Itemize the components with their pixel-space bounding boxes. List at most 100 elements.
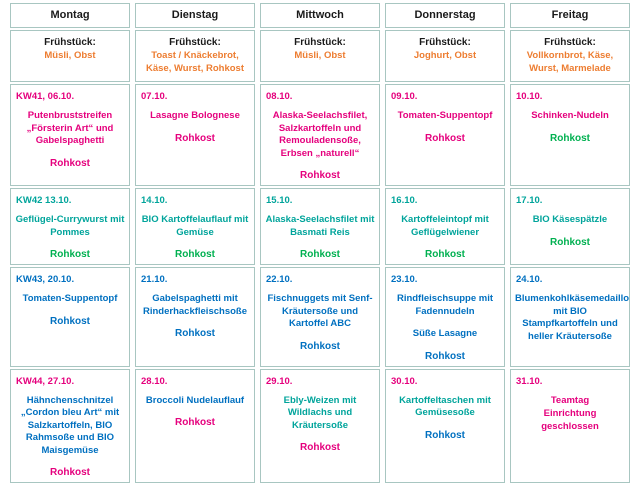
day-header-mittwoch: Mittwoch [260, 3, 380, 28]
menu-cell: 17.10. BIO Käsespätzle Rohkost [510, 188, 630, 266]
date-label: 10.10. [516, 91, 543, 102]
breakfast-items: Joghurt, Obst [413, 50, 477, 61]
menu-cell: 16.10. Kartoffeleintopf mit Geflügelwien… [385, 188, 505, 266]
meal-text: Lasagne Bolognese [150, 110, 240, 121]
date-label: 30.10. [391, 375, 418, 387]
meal-text: Hähnchenschnitzel „Cordon bleu Art“ mit … [20, 394, 120, 456]
menu-cell: KW42 13.10. Geflügel-Currywurst mit Pomm… [10, 188, 130, 266]
side-label: Rohkost [175, 249, 215, 261]
date-label: KW44, 27.10. [16, 375, 75, 387]
meal-text: Alaska-Seelachsfilet mit Basmati Reis [265, 214, 375, 238]
menu-cell: 29.10. Ebly-Weizen mit Wildlachs und Krä… [260, 368, 380, 484]
breakfast-cell: Frühstück: Müsli, Obst [10, 30, 130, 82]
side-label: Rohkost [50, 249, 90, 261]
date-label: 28.10. [141, 375, 168, 387]
meal-text: Schinken-Nudeln [531, 110, 609, 121]
day-header-freitag: Freitag [510, 3, 630, 28]
breakfast-cell: Frühstück: Müsli, Obst [260, 30, 380, 82]
menu-cell: 31.10. Teamtag Einrichtung geschlossen [510, 368, 630, 484]
breakfast-items: Vollkornbrot, Käse, Wurst, Marmelade [526, 50, 614, 74]
menu-cell: 09.10. Tomaten-Suppentopf Rohkost [385, 84, 505, 187]
side-label: Rohkost [300, 170, 340, 182]
meal-text: Kartoffeleintopf mit Geflügelwiener [401, 214, 489, 238]
menu-cell: 08.10. Alaska-Seelachsfilet, Salzkartoff… [260, 84, 380, 187]
meal-text: Fischnuggets mit Senf-Kräutersoße und Ka… [267, 293, 373, 330]
date-label: KW41, 06.10. [16, 91, 75, 102]
menu-cell: 14.10. BIO Kartoffelauflauf mit Gemüse R… [135, 188, 255, 266]
date-label: 08.10. [266, 91, 293, 102]
meal-text: Ebly-Weizen mit Wildlachs und Kräutersoß… [283, 394, 357, 431]
menu-cell: 22.10. Fischnuggets mit Senf-Kräutersoße… [260, 267, 380, 367]
meal-text: BIO Kartoffelauflauf mit Gemüse [141, 214, 249, 238]
side-label: Rohkost [50, 157, 90, 169]
breakfast-label: Frühstück: [294, 37, 346, 48]
breakfast-label: Frühstück: [544, 37, 596, 48]
side-label: Rohkost [50, 315, 90, 327]
side-label: Rohkost [300, 340, 340, 352]
date-label: 17.10. [516, 195, 543, 207]
breakfast-label: Frühstück: [44, 37, 96, 48]
date-label: 09.10. [391, 91, 418, 102]
side-label: Rohkost [425, 132, 465, 144]
breakfast-label: Frühstück: [419, 37, 471, 48]
meal-text: Putenbruststreifen „Försterin Art“ und G… [26, 110, 114, 147]
day-header-montag: Montag [10, 3, 130, 28]
menu-cell: 15.10. Alaska-Seelachsfilet mit Basmati … [260, 188, 380, 266]
day-header-row: Montag Dienstag Mittwoch Donnerstag Frei… [10, 3, 630, 28]
week-row-kw43: KW43, 20.10. Tomaten-Suppentopf Rohkost … [10, 267, 630, 367]
week-row-kw41: KW41, 06.10. Putenbruststreifen „Förster… [10, 84, 630, 187]
side-label: Rohkost [300, 249, 340, 261]
week-row-kw44: KW44, 27.10. Hähnchenschnitzel „Cordon b… [10, 368, 630, 484]
breakfast-items: Müsli, Obst [294, 50, 346, 61]
meal-text: Tomaten-Suppentopf [22, 293, 118, 305]
breakfast-items: Toast / Knäckebrot, Käse, Wurst, Rohkost [145, 50, 244, 74]
menu-cell: KW43, 20.10. Tomaten-Suppentopf Rohkost [10, 267, 130, 367]
breakfast-items: Müsli, Obst [44, 50, 96, 61]
date-label: 22.10. [266, 274, 293, 286]
side-label: Rohkost [425, 350, 465, 362]
breakfast-cell: Frühstück: Joghurt, Obst [385, 30, 505, 82]
date-label: 29.10. [266, 375, 293, 387]
date-label: 15.10. [266, 195, 293, 207]
menu-cell: 10.10. Schinken-Nudeln Rohkost [510, 84, 630, 187]
menu-cell: 30.10. Kartoffeltaschen mit Gemüsesoße R… [385, 368, 505, 484]
day-header-donnerstag: Donnerstag [385, 3, 505, 28]
week-row-kw42: KW42 13.10. Geflügel-Currywurst mit Pomm… [10, 188, 630, 266]
date-label: 14.10. [141, 195, 168, 207]
side-label: Rohkost [550, 236, 590, 248]
meal-text: Gabelspaghetti mit Rinderhackfleischsoße [142, 293, 247, 317]
menu-cell: KW41, 06.10. Putenbruststreifen „Förster… [10, 84, 130, 187]
side-label: Rohkost [425, 249, 465, 261]
meal-text: Geflügel-Currywurst mit Pommes [15, 214, 125, 238]
date-label: 21.10. [141, 274, 168, 286]
breakfast-cell: Frühstück: Toast / Knäckebrot, Käse, Wur… [135, 30, 255, 82]
meal-text: BIO Käsespätzle [532, 214, 608, 226]
menu-cell: 21.10. Gabelspaghetti mit Rinderhackflei… [135, 267, 255, 367]
date-label: 23.10. [391, 274, 418, 286]
breakfast-label: Frühstück: [169, 37, 221, 48]
side-label: Rohkost [50, 467, 90, 479]
menu-cell: 23.10. Rindfleischsuppe mit Fadennudeln … [385, 267, 505, 367]
meal-text: Alaska-Seelachsfilet, Salzkartoffeln und… [272, 110, 368, 159]
date-label: 16.10. [391, 195, 418, 207]
meal-text-secondary: Einrichtung geschlossen [541, 408, 599, 432]
meal-plan-table: Montag Dienstag Mittwoch Donnerstag Frei… [5, 1, 635, 485]
breakfast-cell: Frühstück: Vollkornbrot, Käse, Wurst, Ma… [510, 30, 630, 82]
menu-cell: 28.10. Broccoli Nudelauflauf Rohkost [135, 368, 255, 484]
meal-text: Tomaten-Suppentopf [397, 110, 493, 121]
date-label: 24.10. [516, 274, 543, 286]
side-label: Rohkost [300, 442, 340, 454]
breakfast-row: Frühstück: Müsli, Obst Frühstück: Toast … [10, 30, 630, 82]
side-label: Rohkost [175, 132, 215, 144]
side-label: Rohkost [425, 429, 465, 441]
day-header-dienstag: Dienstag [135, 3, 255, 28]
meal-text: Teamtag [550, 394, 590, 406]
menu-cell: 24.10. Blumenkohlkäsemedaillons mit BIO … [510, 267, 630, 367]
side-label: Rohkost [550, 132, 590, 144]
date-label: 07.10. [141, 91, 168, 102]
meal-text: Kartoffeltaschen mit Gemüsesoße [399, 394, 491, 419]
menu-cell: 07.10. Lasagne Bolognese Rohkost [135, 84, 255, 187]
meal-text: Blumenkohlkäsemedaillons mit BIO Stampfk… [515, 293, 630, 342]
date-label: 31.10. [516, 375, 543, 387]
menu-cell: KW44, 27.10. Hähnchenschnitzel „Cordon b… [10, 368, 130, 484]
